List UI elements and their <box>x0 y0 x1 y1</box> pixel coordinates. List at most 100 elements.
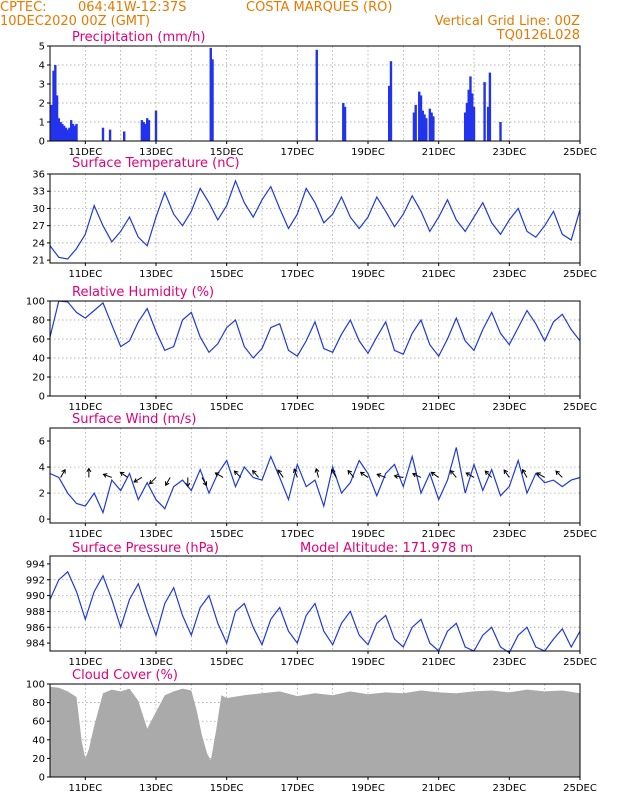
precip-bar <box>59 122 62 141</box>
cloud-frame <box>49 683 581 778</box>
precipitation-title: Precipitation (mm/h) <box>72 30 205 45</box>
precipitation-x-tick-label: 19DEC <box>351 147 385 158</box>
precip-bar <box>154 110 158 141</box>
precip-bar <box>343 106 347 141</box>
wind-arrow-head <box>277 469 282 475</box>
precip-bar <box>142 122 145 141</box>
wind-arrow-shaft <box>522 469 528 478</box>
precipitation-y-tick-label: 2 <box>39 99 45 110</box>
wind-arrow <box>347 469 355 478</box>
wind-x-tick-label: 19DEC <box>351 529 385 540</box>
precipitation-x-tick-label: 11DEC <box>68 147 102 158</box>
wind-arrow-head <box>430 471 436 477</box>
wind-arrow-shaft <box>165 477 171 486</box>
wind-arrow <box>148 477 157 485</box>
precip-bar <box>64 127 68 141</box>
precipitation-x-tick-label: 23DEC <box>492 147 526 158</box>
wind-arrow-head <box>252 469 257 475</box>
wind-x-tick-label: 23DEC <box>492 529 526 540</box>
wind-arrow <box>133 477 143 483</box>
wind-arrow-head <box>555 470 560 476</box>
precipitation-y-tick-label: 4 <box>39 61 45 72</box>
wind-frame <box>49 427 581 524</box>
wind-arrow-shaft <box>555 470 563 478</box>
precip-bar <box>467 89 470 141</box>
pressure-x-tick-label: 15DEC <box>210 657 244 668</box>
humidity-title: Relative Humidity (%) <box>72 285 214 300</box>
cloud-y-tick-label: 100 <box>26 680 45 691</box>
precip-bar <box>418 91 421 141</box>
cloud-x-tick-label: 15DEC <box>210 783 244 794</box>
precip-bar <box>101 127 105 141</box>
pressure-panel: Surface Pressure (hPa) 984 986 988 990 992 994… <box>26 541 597 668</box>
pressure-x-tick-label: 19DEC <box>351 657 385 668</box>
cloud-y-tick-label: 60 <box>32 717 45 728</box>
wind-arrow-shaft <box>465 472 475 478</box>
wind-arrow <box>314 467 320 478</box>
wind-title: Surface Wind (m/s) <box>72 412 196 427</box>
precip-bar <box>414 104 417 141</box>
precip-bar <box>144 123 147 141</box>
humidity-y-tick-label: 0 <box>39 392 45 403</box>
precip-bar <box>55 95 59 141</box>
wind-y-tick-label: 0 <box>39 515 45 526</box>
wind-arrow <box>465 472 475 478</box>
cloud-title: Cloud Cover (%) <box>72 668 178 683</box>
pressure-x-tick-label: 25DEC <box>563 657 597 668</box>
temperature-line <box>49 179 581 260</box>
wind-arrow-head <box>314 467 320 473</box>
precip-bar <box>342 103 345 141</box>
humidity-x-tick-label: 21DEC <box>422 402 456 413</box>
precipitation-x-tick-label: 25DEC <box>563 147 597 158</box>
precipitation-y-tick-label: 3 <box>39 80 45 91</box>
wind-x-tick-label: 13DEC <box>139 529 173 540</box>
humidity-y-tick-label: 40 <box>32 354 45 365</box>
temperature-frame <box>49 173 581 264</box>
precip-bar <box>145 118 149 141</box>
precip-bar <box>140 120 144 141</box>
wind-x-tick-label: 21DEC <box>422 529 456 540</box>
cloud-x-tick-label: 23DEC <box>492 783 526 794</box>
wind-arrow-head <box>536 472 541 477</box>
wind-arrow-head <box>376 473 382 478</box>
precip-bar <box>471 93 474 141</box>
humidity-y-tick-label: 100 <box>26 297 45 308</box>
temperature-x-tick-label: 25DEC <box>563 269 597 280</box>
precipitation-frame <box>49 45 581 142</box>
temperature-title: Surface Temperature (nC) <box>72 156 240 171</box>
precip-bar <box>388 85 391 141</box>
precip-bar <box>54 65 57 141</box>
temperature-x-tick-label: 19DEC <box>351 269 385 280</box>
pressure-y-tick-label: 994 <box>26 559 45 570</box>
wind-arrow <box>536 472 545 478</box>
cloud-x-tick-label: 25DEC <box>563 783 597 794</box>
wind-arrow-head <box>233 470 239 476</box>
wind-arrow <box>233 470 242 478</box>
precipitation-x-tick-label: 15DEC <box>210 147 244 158</box>
wind-arrow <box>555 470 563 478</box>
wind-arrow-head <box>185 482 191 488</box>
humidity-x-tick-label: 25DEC <box>563 402 597 413</box>
wind-arrow-head <box>292 468 298 474</box>
wind-arrow <box>102 473 113 478</box>
wind-arrow <box>503 469 510 478</box>
cloud-x-tick-label: 11DEC <box>68 783 102 794</box>
wind-arrow <box>252 469 259 478</box>
precip-bar <box>73 125 76 141</box>
wind-arrow <box>359 471 369 478</box>
precip-bar <box>425 118 428 141</box>
temperature-x-tick-label: 13DEC <box>139 269 173 280</box>
precip-bar <box>432 116 435 141</box>
header-code: TQ0126L028 <box>496 28 580 43</box>
wind-arrow-head <box>61 468 66 474</box>
pressure-title: Surface Pressure (hPa) <box>72 541 219 556</box>
wind-x-tick-label: 17DEC <box>280 529 314 540</box>
wind-arrow-head <box>347 469 353 475</box>
wind-arrow-shaft <box>450 470 457 478</box>
humidity-x-tick-label: 19DEC <box>351 402 385 413</box>
humidity-x-tick-label: 17DEC <box>280 402 314 413</box>
precipitation-panel: Precipitation (mm/h) 0 1 2 3 4 5 11DEC 13DEC 15DE… <box>39 30 597 158</box>
pressure-x-tick-label: 21DEC <box>422 657 456 668</box>
wind-arrow-shaft <box>484 470 493 478</box>
